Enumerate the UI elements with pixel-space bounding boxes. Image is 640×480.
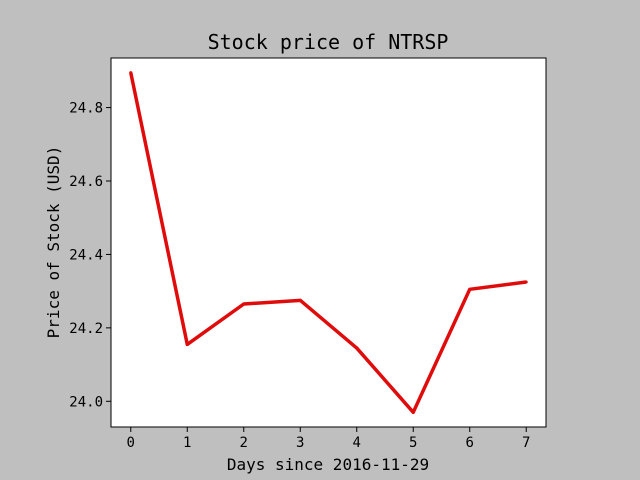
x-tick-label: 1: [183, 435, 191, 451]
x-tick-label: 3: [296, 435, 304, 451]
chart-title: Stock price of NTRSP: [208, 30, 449, 54]
data-point: [468, 287, 472, 291]
plot-area: [111, 58, 546, 427]
y-axis-label: Price of Stock (USD): [44, 146, 63, 339]
x-axis-ticks: 0 1 2 3 4 5 6 7: [127, 427, 530, 451]
data-point: [298, 298, 302, 302]
y-tick-label: 24.0: [69, 394, 103, 410]
y-tick-label: 24.8: [69, 101, 103, 117]
x-tick-label: 0: [127, 435, 135, 451]
data-point: [524, 280, 528, 284]
x-tick-label: 5: [409, 435, 417, 451]
x-tick-label: 6: [466, 435, 474, 451]
y-tick-label: 24.6: [69, 174, 103, 190]
series-layer: [129, 71, 528, 415]
plot-frame: [110, 57, 547, 428]
data-point: [129, 71, 133, 75]
x-tick-label: 2: [240, 435, 248, 451]
y-tick-label: 24.2: [69, 321, 103, 337]
data-point: [242, 302, 246, 306]
x-axis-label: Days since 2016-11-29: [227, 455, 429, 474]
data-point: [411, 410, 415, 414]
data-point: [185, 342, 189, 346]
x-tick-label: 4: [353, 435, 361, 451]
y-axis-ticks: 24.0 24.2 24.4 24.6 24.8: [69, 101, 111, 410]
data-point: [355, 346, 359, 350]
x-tick-label: 7: [522, 435, 530, 451]
y-tick-label: 24.4: [69, 247, 103, 263]
series-line: [129, 72, 527, 415]
